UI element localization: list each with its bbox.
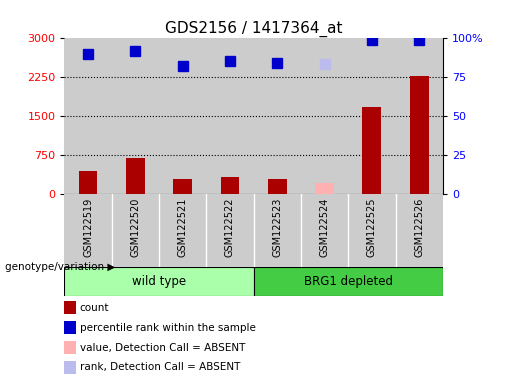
Bar [159, 194, 207, 267]
Title: GDS2156 / 1417364_at: GDS2156 / 1417364_at [165, 21, 342, 37]
Bar [207, 194, 253, 267]
Bar [79, 170, 97, 194]
Bar [301, 194, 348, 267]
Bar [410, 76, 428, 194]
Bar [126, 158, 145, 194]
Bar [396, 38, 443, 194]
Text: value, Detection Call = ABSENT: value, Detection Call = ABSENT [80, 343, 245, 353]
Bar [348, 194, 396, 267]
Bar [363, 107, 382, 194]
Text: GSM122526: GSM122526 [414, 198, 424, 257]
Bar [301, 38, 348, 194]
Bar [396, 194, 443, 267]
Bar [253, 38, 301, 194]
Bar [268, 179, 287, 194]
Text: genotype/variation ▶: genotype/variation ▶ [5, 262, 115, 272]
Bar [159, 38, 207, 194]
Text: GSM122520: GSM122520 [130, 198, 141, 257]
Bar [112, 38, 159, 194]
Text: rank, Detection Call = ABSENT: rank, Detection Call = ABSENT [80, 362, 240, 372]
Text: BRG1 depleted: BRG1 depleted [304, 275, 393, 288]
Text: percentile rank within the sample: percentile rank within the sample [80, 323, 256, 333]
Bar [64, 38, 112, 194]
Bar [173, 179, 192, 194]
Text: GSM122521: GSM122521 [178, 198, 187, 257]
Bar [64, 194, 112, 267]
Text: GSM122519: GSM122519 [83, 198, 93, 257]
Bar [112, 194, 159, 267]
Text: GSM122522: GSM122522 [225, 198, 235, 257]
Text: wild type: wild type [132, 275, 186, 288]
Bar [348, 38, 396, 194]
Bar [253, 267, 443, 296]
Text: GSM122524: GSM122524 [320, 198, 330, 257]
Bar [220, 177, 239, 194]
Text: GSM122525: GSM122525 [367, 198, 377, 257]
Text: GSM122523: GSM122523 [272, 198, 282, 257]
Bar [207, 38, 253, 194]
Bar [64, 267, 253, 296]
Bar [253, 194, 301, 267]
Text: count: count [80, 303, 109, 313]
Bar [315, 182, 334, 194]
